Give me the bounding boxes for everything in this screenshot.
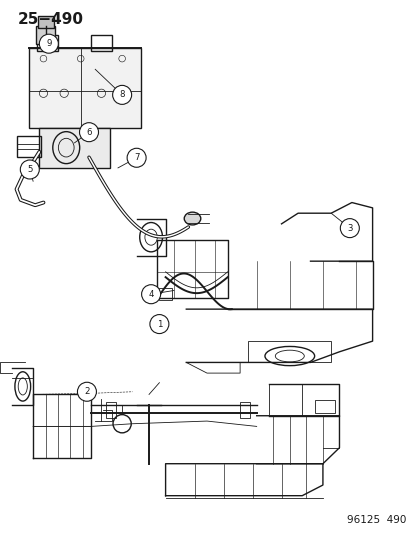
- Text: 3: 3: [346, 224, 352, 232]
- Text: 25−490: 25−490: [18, 12, 84, 27]
- Text: 1: 1: [156, 320, 162, 328]
- Text: 4: 4: [148, 290, 154, 298]
- Text: 5: 5: [27, 165, 33, 174]
- Bar: [248, 341, 330, 362]
- Circle shape: [150, 314, 169, 334]
- Bar: [91, 35, 112, 51]
- Bar: [159, 288, 171, 300]
- Bar: [29, 48, 140, 128]
- Text: 6: 6: [86, 128, 92, 136]
- Bar: [37, 35, 58, 51]
- Text: 7: 7: [133, 154, 139, 162]
- Circle shape: [112, 85, 131, 104]
- Circle shape: [79, 123, 98, 142]
- Text: 8: 8: [119, 91, 125, 99]
- Bar: [36, 26, 55, 44]
- Circle shape: [77, 382, 96, 401]
- Bar: [314, 400, 335, 413]
- Bar: [105, 402, 116, 418]
- Circle shape: [39, 34, 58, 53]
- Circle shape: [141, 285, 160, 304]
- Bar: [38, 16, 54, 28]
- Bar: [39, 128, 109, 168]
- Bar: [17, 136, 41, 157]
- Circle shape: [339, 219, 358, 238]
- Bar: [240, 402, 250, 418]
- Circle shape: [127, 148, 146, 167]
- Text: 9: 9: [46, 39, 51, 48]
- Ellipse shape: [184, 212, 200, 225]
- Text: 2: 2: [84, 387, 90, 396]
- Circle shape: [20, 160, 39, 179]
- Text: 96125  490: 96125 490: [346, 515, 405, 525]
